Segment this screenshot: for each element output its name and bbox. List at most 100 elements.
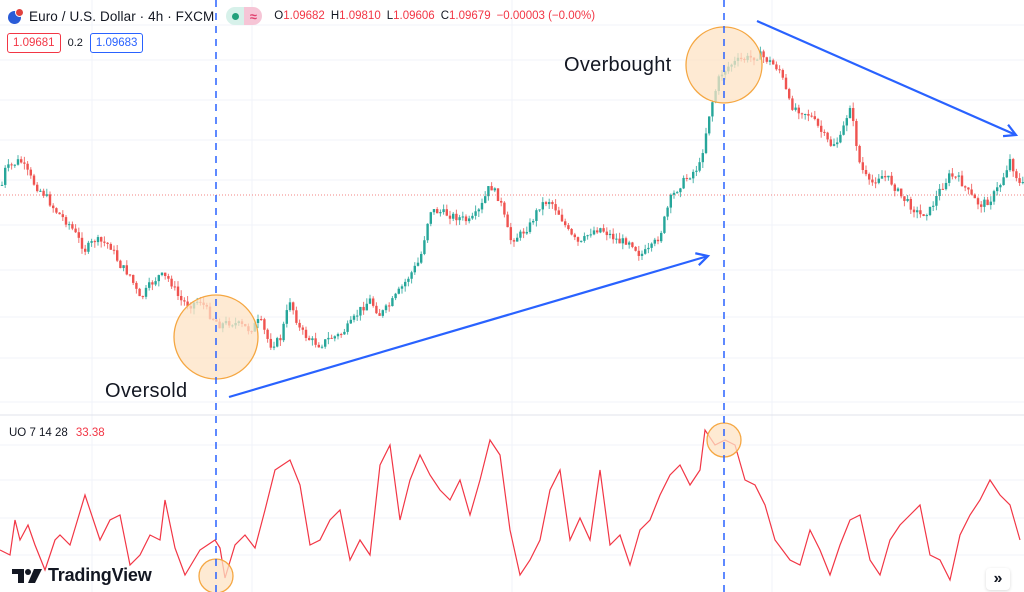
overbought-label[interactable]: Overbought [564, 54, 672, 76]
candle [807, 109, 810, 122]
candle [884, 170, 887, 182]
candle [474, 205, 477, 220]
symbol-title[interactable]: Euro / U.S. Dollar · 4h · FXCM [29, 8, 215, 24]
candle [916, 206, 919, 219]
spread-value: 0.2 [67, 37, 83, 49]
candle [762, 49, 765, 63]
candle [157, 274, 160, 287]
candle [676, 190, 679, 194]
candle [125, 260, 128, 276]
candle [276, 336, 279, 348]
candle [269, 333, 272, 350]
candle [84, 244, 87, 256]
indicator-legend[interactable]: UO 7 14 28 33.38 [9, 427, 105, 439]
candle [567, 222, 570, 231]
candle [132, 274, 135, 286]
candle [442, 204, 445, 215]
candle [455, 209, 458, 226]
candle [560, 208, 564, 222]
candle [695, 165, 698, 177]
candle [554, 199, 557, 215]
candle [996, 182, 999, 196]
candle [45, 188, 48, 198]
candle [352, 313, 356, 323]
candle [87, 240, 90, 254]
candle [365, 298, 368, 311]
currency-flag-icon [8, 8, 24, 24]
candle [775, 61, 778, 71]
high-label: H [330, 10, 340, 22]
candle [103, 236, 106, 247]
candle [404, 278, 407, 292]
candle [698, 157, 701, 173]
candle [692, 169, 695, 184]
candle [311, 336, 314, 346]
candle [106, 242, 109, 249]
candle [810, 112, 813, 118]
candle [551, 200, 554, 209]
candle [260, 315, 263, 321]
highlight-circle [706, 422, 742, 458]
candle [573, 232, 576, 241]
candle [631, 241, 634, 249]
sell-button[interactable]: 1.09681 [7, 33, 61, 53]
candle [135, 281, 138, 294]
candle [420, 251, 423, 265]
candle [813, 110, 816, 121]
symbol-legend: Euro / U.S. Dollar · 4h · FXCM ≈ O1.0968… [8, 7, 595, 25]
candle [448, 210, 452, 225]
scroll-to-realtime-button[interactable]: » [986, 568, 1010, 590]
tradingview-logo[interactable]: TradingView [12, 565, 152, 586]
candle [359, 306, 362, 321]
oversold-label[interactable]: Oversold [105, 380, 188, 402]
candle [608, 229, 612, 239]
candle [903, 196, 906, 207]
candle [973, 193, 976, 199]
candle [599, 227, 602, 234]
candle [48, 191, 52, 207]
candle [410, 270, 413, 284]
candle [682, 175, 685, 190]
candle [583, 232, 586, 243]
candle [64, 215, 68, 228]
candle [855, 118, 858, 151]
candle [372, 296, 375, 308]
candle [180, 290, 183, 306]
candle [119, 259, 122, 269]
candle [138, 287, 141, 297]
candle [413, 262, 416, 275]
candle [621, 234, 624, 250]
candle [829, 136, 832, 147]
candle [330, 334, 333, 339]
candle [516, 233, 519, 242]
candle [906, 194, 909, 203]
candle [826, 131, 829, 143]
candle [650, 242, 653, 252]
candle [151, 280, 154, 291]
candle [576, 236, 580, 246]
close-value: 1.09679 [449, 10, 491, 22]
candle [784, 73, 788, 90]
candle [36, 182, 39, 193]
close-label: C [440, 10, 450, 22]
candle [154, 277, 157, 287]
candle [29, 167, 32, 179]
candle [605, 227, 608, 241]
candle [615, 233, 618, 244]
candle [301, 325, 304, 335]
ohlc-values: O1.09682 H1.09810 L1.09606 C1.09679 −0.0… [274, 10, 595, 22]
buy-button[interactable]: 1.09683 [89, 33, 144, 53]
candle [708, 116, 711, 136]
candle [0, 181, 4, 186]
candle [282, 321, 285, 343]
candle [317, 342, 320, 348]
candle [116, 245, 119, 263]
candle [39, 188, 42, 193]
candle [772, 58, 775, 65]
market-status[interactable]: ≈ [226, 7, 263, 25]
candle [666, 205, 669, 221]
candle [580, 240, 583, 243]
